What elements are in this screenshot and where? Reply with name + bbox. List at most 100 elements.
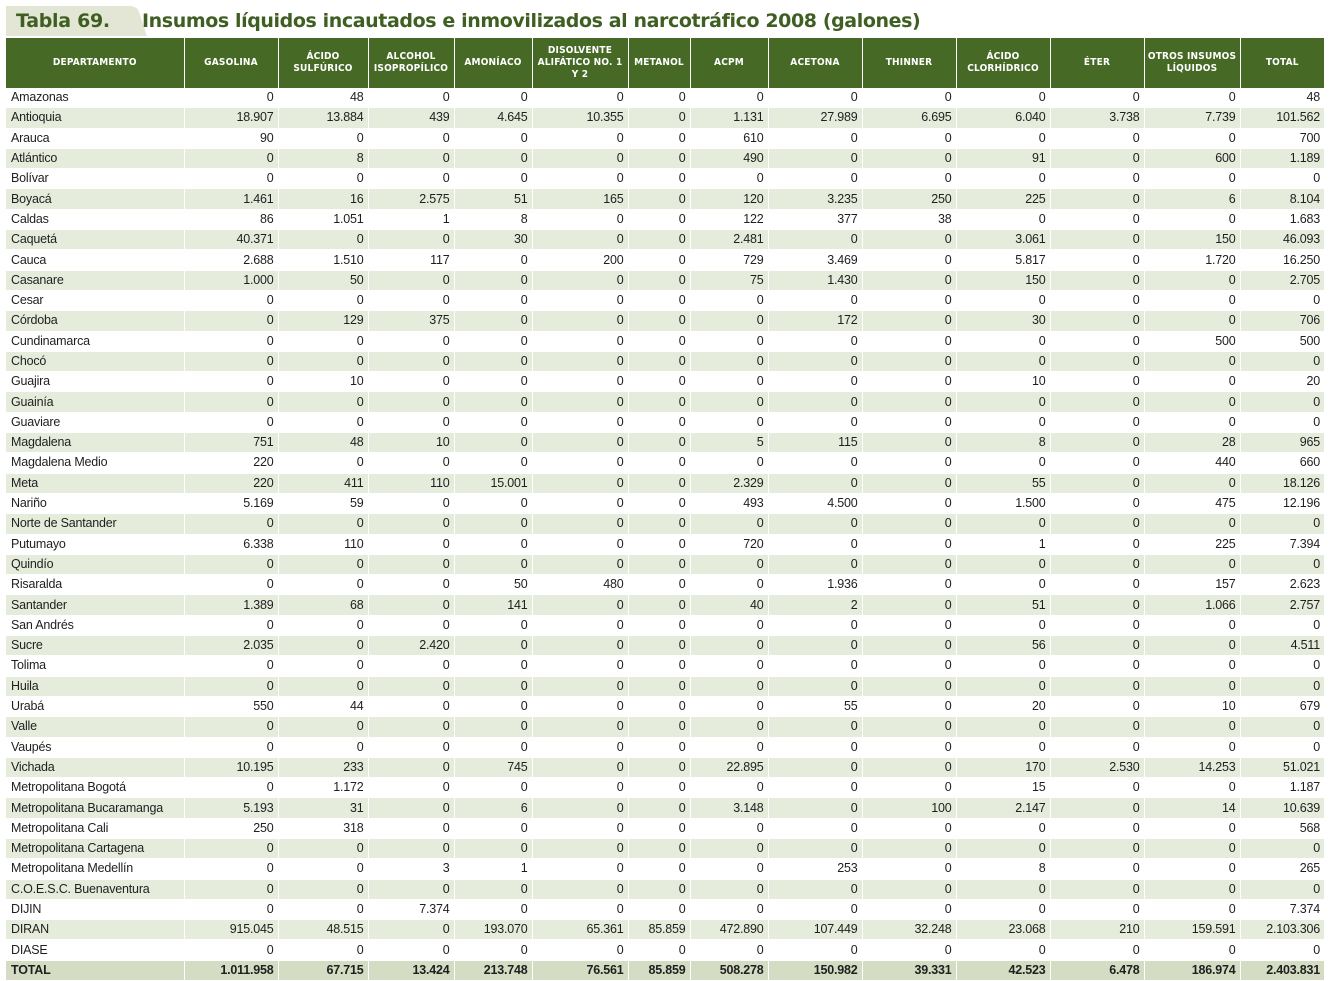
table-cell: 0 [628,290,691,312]
table-cell: 0 [278,879,369,900]
table-cell: 10 [956,371,1051,393]
table-cell: 0 [690,696,769,718]
table-cell: 0 [628,818,691,839]
table-row: San Andrés 0 0 0 0 0 0 0 0 0 0 0 0 0 [6,615,1324,637]
row-label: Metropolitana Cartagena [6,838,185,860]
table-cell: 0 [628,534,691,555]
table-cell: 0 [278,838,369,860]
table-cell: 0 [690,777,769,799]
table-cell: 0 [768,899,863,921]
table-cell: 1.500 [956,493,1051,515]
table-cell: 0 [1144,777,1241,799]
table-cell: 265 [1240,858,1324,880]
table-cell: 0 [454,128,533,149]
table-cell: 0 [184,777,279,799]
row-label: Caldas [6,209,185,231]
table-cell: 0 [768,757,863,779]
table-cell: 0 [956,899,1051,921]
table-cell: 3.469 [768,249,863,271]
table-cell: 0 [368,534,455,555]
table-cell: 0 [368,939,455,961]
table-cell: 0 [184,655,279,677]
column-header: ALCOHOL ISOPROPÍLICO [368,38,455,88]
table-row: Norte de Santander 0 0 0 0 0 0 0 0 0 0 0 0 0 [6,513,1324,535]
table-cell: 0 [1240,290,1324,312]
table-cell: 0 [368,270,455,291]
table-cell: 0 [454,168,533,190]
table-cell: 0 [184,371,279,393]
table-cell: 0 [532,939,629,961]
table-cell: 0 [956,331,1051,352]
table-cell: 0 [454,513,533,535]
table-cell: 48 [278,88,369,109]
table-number-tab [6,6,132,36]
table-cell: 0 [690,310,769,332]
table-cell: 86 [184,209,279,231]
table-row: Magdalena 751 48 10 0 0 0 5 115 0 8 0 28 965 [6,432,1324,454]
row-label: Valle [6,716,185,738]
table-cell: 0 [628,371,691,393]
table-cell: 0 [1240,716,1324,738]
table-cell: 2.705 [1240,270,1324,291]
table-cell: 0 [184,290,279,312]
table-cell: 110 [368,473,455,494]
table-cell: 720 [690,534,769,555]
table-cell: 0 [956,88,1051,109]
table-cell: 1.720 [1144,249,1241,271]
table-cell: 0 [368,696,455,718]
table-title: Insumos líquidos incautados e inmoviliza… [142,10,921,32]
table-cell: 210 [1050,919,1145,941]
table-cell: 0 [1050,554,1145,576]
table-cell: 0 [454,899,533,921]
table-cell: 10 [278,371,369,393]
table-cell: 0 [278,574,369,596]
table-cell: 14.253 [1144,757,1241,779]
table-cell: 0 [1050,371,1145,393]
row-label: Antioquia [6,107,185,129]
table-cell: 0 [690,939,769,961]
table-cell: 8 [956,432,1051,454]
table-cell: 0 [1050,188,1145,210]
table-cell: 0 [368,818,455,839]
table-cell: 0 [532,493,629,515]
table-cell: 0 [956,412,1051,434]
table-cell: 0 [628,432,691,454]
table-cell: 0 [454,676,533,697]
table-cell: 0 [278,391,369,413]
table-cell: 0 [532,412,629,434]
row-label: Putumayo [6,534,185,555]
row-label: Risaralda [6,574,185,596]
table-cell: 0 [532,270,629,291]
table-cell: 0 [1144,879,1241,900]
table-cell: 0 [1144,270,1241,291]
table-cell: 0 [1050,696,1145,718]
table-row: Guaviare 0 0 0 0 0 0 0 0 0 0 0 0 0 [6,412,1324,434]
table-cell: 0 [184,676,279,697]
table-cell: 0 [532,594,629,616]
row-label: Magdalena [6,432,185,454]
column-header: ÉTER [1050,38,1145,88]
table-cell: 0 [532,635,629,657]
table-cell: 3 [368,858,455,880]
table-cell: 3.061 [956,229,1051,251]
table-cell: 150 [1144,229,1241,251]
row-label: Caquetá [6,229,185,251]
table-cell: 0 [454,655,533,677]
table-cell: 0 [278,412,369,434]
row-label: DIRAN [6,919,185,941]
table-cell: 493 [690,493,769,515]
table-cell: 0 [1144,412,1241,434]
table-cell: 1 [454,858,533,880]
table-cell: 0 [368,737,455,758]
table-cell: 0 [862,858,957,880]
row-label: Metropolitana Bogotá [6,777,185,799]
table-cell: 0 [1144,818,1241,839]
table-cell: 220 [184,452,279,474]
table-cell: 0 [1144,716,1241,738]
table-cell: 0 [956,128,1051,149]
table-cell: 0 [454,879,533,900]
table-cell: 0 [1050,452,1145,474]
table-cell: 0 [1240,513,1324,535]
table-cell: 0 [1050,716,1145,738]
table-cell: 0 [690,716,769,738]
